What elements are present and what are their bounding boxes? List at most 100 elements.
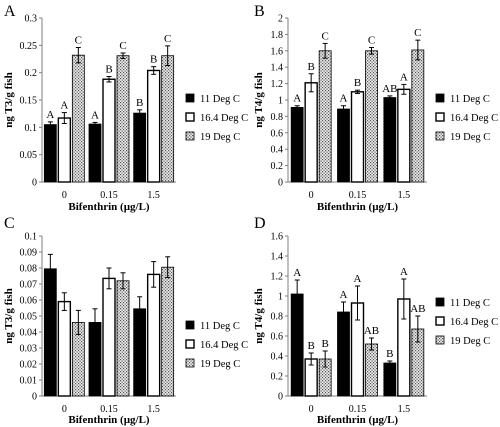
significance-letter: B: [307, 61, 314, 73]
y-tick-label: 1.6: [271, 46, 284, 57]
y-tick-label: 0: [278, 178, 283, 189]
significance-letter: C: [75, 35, 82, 47]
legend-label: 19 Deg C: [450, 336, 490, 347]
x-tick-label: 1.5: [398, 404, 411, 415]
y-tick-label: 1: [278, 96, 283, 107]
bar-A-0-s0: [43, 124, 57, 183]
y-tick-label: 1.4: [271, 63, 284, 74]
y-tick-label: 1.2: [271, 79, 284, 90]
legend-swatch: [435, 112, 445, 122]
significance-letter: A: [400, 71, 408, 83]
legend-label: 16.4 Deg C: [200, 340, 248, 351]
significance-letter: A: [354, 273, 362, 285]
panel-label: A: [4, 3, 16, 20]
legend-swatch: [185, 131, 195, 141]
legend-swatch: [185, 320, 195, 330]
y-tick-label: 0.05: [20, 312, 38, 323]
y-axis-label: ng T4/g fish: [253, 288, 265, 343]
x-axis-label: Bifenthrin (µg/L): [68, 414, 150, 426]
legend-swatch: [435, 93, 445, 103]
bar-B-0.15-s2: [365, 50, 378, 183]
legend-label: 19 Deg C: [200, 132, 240, 143]
legend-label: 11 Deg C: [200, 321, 240, 332]
legend-label: 16.4 Deg C: [450, 317, 498, 328]
y-tick-label: 0.8: [271, 112, 284, 123]
y-tick-label: 0.01: [20, 376, 38, 387]
chart-panel-B: B 0 0.2 0.4 0.6 0.8 1 1.2 1.4 1.6 1.8 2 ng T4/g fish…: [253, 3, 498, 213]
bar-A-1.5-s1: [146, 69, 161, 183]
y-tick-label: 0.2: [271, 161, 284, 172]
bar-D-0.15-s2: [365, 343, 378, 397]
legend-label: 11 Deg C: [450, 94, 490, 105]
bar-B-0.15-s1: [350, 91, 365, 183]
bar-B-0-s0: [290, 106, 304, 183]
significance-letter: B: [307, 340, 314, 352]
y-tick-label: 0.4: [271, 145, 284, 156]
x-tick-label: 0: [309, 190, 314, 201]
bar-A-0-s2: [71, 54, 85, 183]
y-tick-label: 0.02: [20, 360, 38, 371]
y-tick-label: 0.04: [20, 328, 38, 339]
x-tick-label: 0: [62, 190, 67, 201]
significance-letter: C: [321, 30, 328, 42]
x-tick-label: 0.15: [349, 404, 367, 415]
bar-B-1.5-s2: [411, 49, 425, 183]
x-tick-label: 0.15: [349, 190, 367, 201]
y-tick-label: 0: [32, 178, 37, 189]
bar-A-0-s1: [57, 117, 72, 183]
panel-label: B: [254, 3, 265, 20]
x-tick-label: 1.5: [147, 190, 160, 201]
bar-B-1.5-s0: [383, 97, 397, 183]
bar-B-0-s1: [304, 82, 318, 183]
y-tick-label: 1.8: [271, 30, 284, 41]
y-tick-label: 0.2: [25, 68, 38, 79]
panel-label: C: [4, 215, 15, 232]
significance-letter: B: [321, 338, 328, 350]
y-axis-label: ng T3/g fish: [3, 72, 15, 127]
chart-panel-A: A00.050.10.150.20.250.3ng T3/g fish0AAC0…: [3, 3, 248, 213]
significance-letter: B: [136, 97, 143, 109]
legend-swatch: [185, 339, 195, 349]
bar-C-1.5-s1: [146, 273, 161, 397]
significance-letter: AB: [382, 83, 397, 95]
significance-letter: AB: [364, 325, 379, 337]
x-tick-label: 0: [309, 404, 314, 415]
legend-swatch: [435, 131, 445, 141]
legend-swatch: [435, 297, 445, 307]
significance-letter: C: [119, 40, 126, 52]
significance-letter: B: [150, 54, 157, 66]
significance-letter: A: [340, 93, 348, 105]
significance-letter: B: [105, 63, 112, 75]
x-tick-label: 1.5: [147, 404, 160, 415]
chart-panel-C: C 0 0.01 0.02 0.03 0.04 0.05 0.06 0.07 0.08 0.09 0.…: [3, 215, 248, 426]
significance-letter: C: [414, 27, 421, 39]
y-tick-label: 0.6: [271, 128, 284, 139]
y-tick-label: 0.25: [20, 41, 38, 52]
y-tick-label: 0.1: [25, 232, 38, 243]
legend-label: 19 Deg C: [450, 132, 490, 143]
significance-letter: A: [46, 109, 54, 121]
legend-label: 16.4 Deg C: [200, 113, 248, 124]
bar-A-0.15-s1: [102, 78, 116, 183]
y-tick-label: 0.06: [20, 296, 38, 307]
significance-letter: C: [164, 33, 171, 45]
y-tick-label: 0.6: [271, 332, 284, 343]
y-tick-label: 1: [278, 292, 283, 303]
legend-label: 11 Deg C: [450, 298, 490, 309]
significance-letter: B: [354, 77, 361, 89]
y-tick-label: 0.3: [25, 14, 38, 25]
y-tick-label: 0: [32, 392, 37, 403]
y-tick-label: 0.15: [20, 96, 38, 107]
significance-letter: A: [340, 289, 348, 301]
bar-C-0.15-s2: [116, 280, 130, 397]
legend-label: 11 Deg C: [200, 94, 240, 105]
y-tick-label: 0.05: [20, 150, 38, 161]
legend-swatch: [185, 112, 195, 122]
y-tick-label: 2: [278, 14, 283, 25]
legend-swatch: [185, 358, 195, 368]
y-tick-label: 0: [278, 392, 283, 403]
y-axis-label: ng T3/g fish: [3, 288, 15, 343]
bar-B-1.5-s1: [397, 88, 411, 183]
